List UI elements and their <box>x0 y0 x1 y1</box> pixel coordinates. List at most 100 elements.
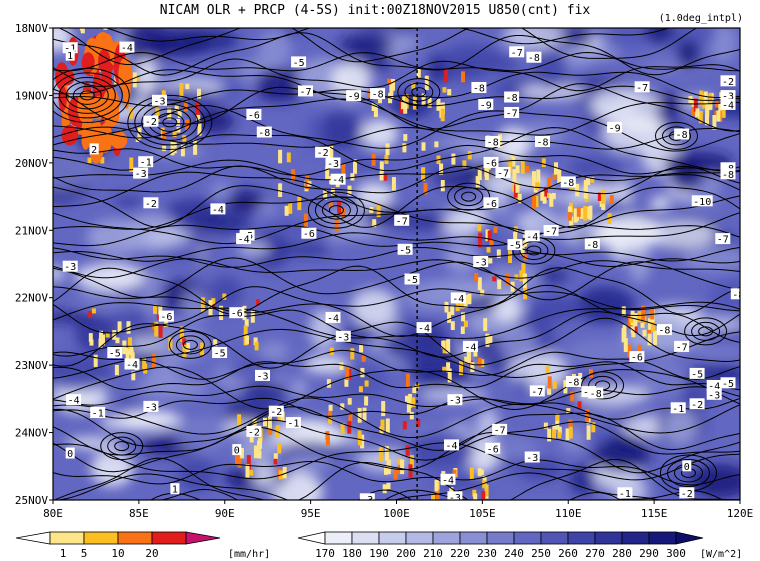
contour-label-bg <box>706 388 722 400</box>
prcp-cell <box>549 193 554 207</box>
prcp-cell <box>411 397 416 407</box>
prcp-cell <box>705 114 709 126</box>
contour-label: -2 <box>248 427 260 438</box>
olr-patch <box>710 28 737 63</box>
prcp-cell <box>278 183 283 197</box>
prcp-cell <box>243 325 248 336</box>
contour-ring <box>454 187 484 207</box>
contour-label-bg <box>656 324 672 336</box>
prcp-cell <box>454 500 458 509</box>
contour-label-bg <box>397 243 413 255</box>
contour-label: -5 <box>109 349 121 360</box>
contour-label-bg <box>394 214 410 226</box>
olr-patch <box>592 439 651 472</box>
prcp-cell <box>152 324 157 330</box>
contour-label-bg <box>720 168 736 180</box>
prcp-cell <box>177 110 182 118</box>
contour-label: -2 <box>145 117 157 128</box>
prcp-cell <box>591 422 596 433</box>
prcp-cell <box>480 359 485 367</box>
contour-label: -7 <box>531 387 543 398</box>
prcp-cell <box>385 418 390 434</box>
contour-label-bg <box>236 233 252 245</box>
contour-label-bg <box>679 487 695 499</box>
prcp-cell <box>488 335 493 344</box>
olr-patch <box>645 219 717 249</box>
olr-patch <box>258 341 289 362</box>
prcp-cell <box>514 274 519 280</box>
prcp-cell <box>568 425 573 439</box>
olr-patch <box>401 36 418 50</box>
olr-patch <box>185 232 208 243</box>
prcp-cell <box>91 308 96 314</box>
prcp-cell <box>573 208 578 223</box>
olr-patch <box>53 312 95 323</box>
contour-label: -1 <box>140 158 152 169</box>
prcp-cell <box>341 163 346 178</box>
contour-label: -8 <box>258 128 270 139</box>
u850-contours <box>53 28 740 500</box>
olr-colorbar-swatch <box>540 531 569 545</box>
prcp-cell <box>552 429 556 440</box>
prcp-cell <box>520 160 525 174</box>
olr-patch <box>709 277 740 314</box>
x-tick-label: 95E <box>301 507 321 520</box>
prcp-cell <box>463 320 468 328</box>
contour-label: -4 <box>238 235 250 246</box>
prcp-cell <box>142 357 147 369</box>
contour-line <box>53 98 740 139</box>
prcp-cell <box>552 381 557 389</box>
prcp-cell <box>385 446 389 461</box>
prcp-cell <box>519 270 524 282</box>
contour-line <box>53 83 740 132</box>
contour-label: -3 <box>708 390 720 401</box>
prcp-cell <box>284 205 289 216</box>
contour-line <box>53 165 740 195</box>
contour-labels: -1-41-3-22-1-3-2-4-5-7-6-9-8-8-2-3-4-7-5… <box>62 41 740 500</box>
olr-patch <box>638 357 687 399</box>
prcp-cell <box>496 499 501 500</box>
prcp-cell <box>439 163 444 175</box>
contour-label-bg <box>674 128 690 140</box>
prcp-cell <box>547 376 552 392</box>
contour-label: -1 <box>64 44 76 55</box>
prcp-cell <box>389 84 394 100</box>
prcp-cell <box>484 485 489 497</box>
prcp-cell <box>715 101 720 108</box>
olr-patch <box>177 456 216 492</box>
prcp-cell <box>563 380 568 394</box>
prcp-cell <box>250 310 255 323</box>
prcp-cell <box>78 128 83 135</box>
contour-label-bg <box>256 126 272 138</box>
prcp-cell <box>479 469 484 475</box>
prcp-cell <box>81 52 95 73</box>
contour-label: -3 <box>256 371 268 382</box>
contour-label: 1 <box>172 485 178 496</box>
contour-label-bg <box>691 195 713 207</box>
prcp-cell <box>323 190 328 200</box>
contour-ring <box>182 339 198 350</box>
prcp-cell <box>514 226 518 233</box>
prcp-cell <box>477 277 482 291</box>
prcp-cell <box>182 135 187 142</box>
prcp-cell <box>376 203 381 218</box>
prcp-cell <box>88 333 93 342</box>
contour-label-bg <box>346 90 362 102</box>
prcp-cell <box>427 97 432 108</box>
prcp-cell <box>357 430 362 442</box>
prcp-cell <box>122 340 127 355</box>
prcp-cell <box>80 28 85 34</box>
contour-label-bg <box>138 156 154 168</box>
contour-label: -5 <box>293 58 305 69</box>
contour-label-bg <box>158 310 174 322</box>
contour-label-bg <box>119 41 135 53</box>
prcp-cell <box>451 153 456 165</box>
olr-patch <box>338 34 395 53</box>
prcp-cell <box>455 501 459 515</box>
contour-label: -6 <box>160 312 172 323</box>
olr-patch <box>674 317 740 331</box>
prcp-cell <box>405 373 410 389</box>
prcp-cell <box>360 434 365 449</box>
prcp-cell <box>153 304 157 314</box>
olr-colorbar-swatch <box>405 531 434 545</box>
